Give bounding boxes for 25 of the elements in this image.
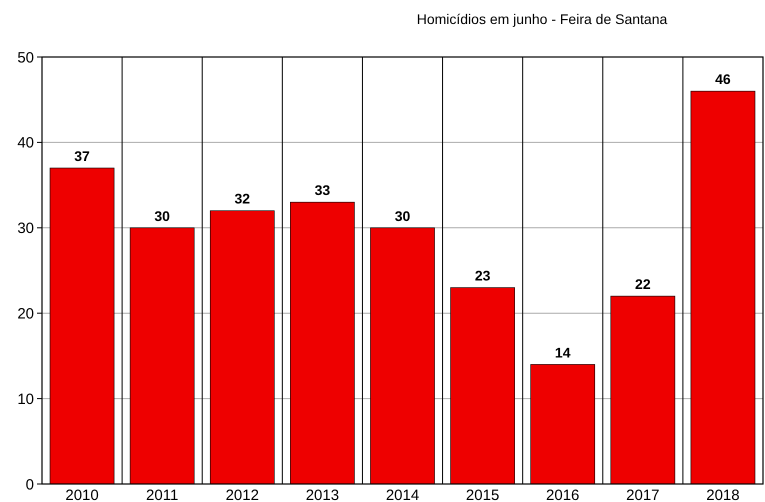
x-tick-label: 2011 <box>146 487 178 502</box>
data-label: 46 <box>715 71 731 88</box>
x-tick-label: 2010 <box>65 487 99 502</box>
y-tick-label: 30 <box>17 220 34 238</box>
data-label: 33 <box>314 182 330 198</box>
data-label: 30 <box>394 208 410 224</box>
x-tick-label: 2016 <box>546 487 580 502</box>
y-tick-label: 20 <box>17 305 34 322</box>
x-tick-label: 2014 <box>386 487 420 502</box>
x-tick-label: 2013 <box>306 487 340 502</box>
y-tick-label: 10 <box>17 390 34 408</box>
data-label: 32 <box>234 190 250 207</box>
x-tick-label: 2015 <box>466 487 500 502</box>
x-tick-label: 2012 <box>226 487 259 502</box>
data-label: 37 <box>74 148 90 164</box>
x-tick-label: 2018 <box>706 487 740 502</box>
data-label: 23 <box>474 268 491 284</box>
y-tick-label: 0 <box>26 476 34 494</box>
y-tick-label: 50 <box>17 49 34 66</box>
data-label: 30 <box>154 208 170 224</box>
data-label: 22 <box>635 276 651 292</box>
chart-title: Homicídios em junho - Feira de Santana <box>416 11 668 27</box>
data-label: 14 <box>554 344 571 360</box>
y-tick-label: 40 <box>17 134 34 152</box>
x-tick-label: 2017 <box>626 487 660 502</box>
